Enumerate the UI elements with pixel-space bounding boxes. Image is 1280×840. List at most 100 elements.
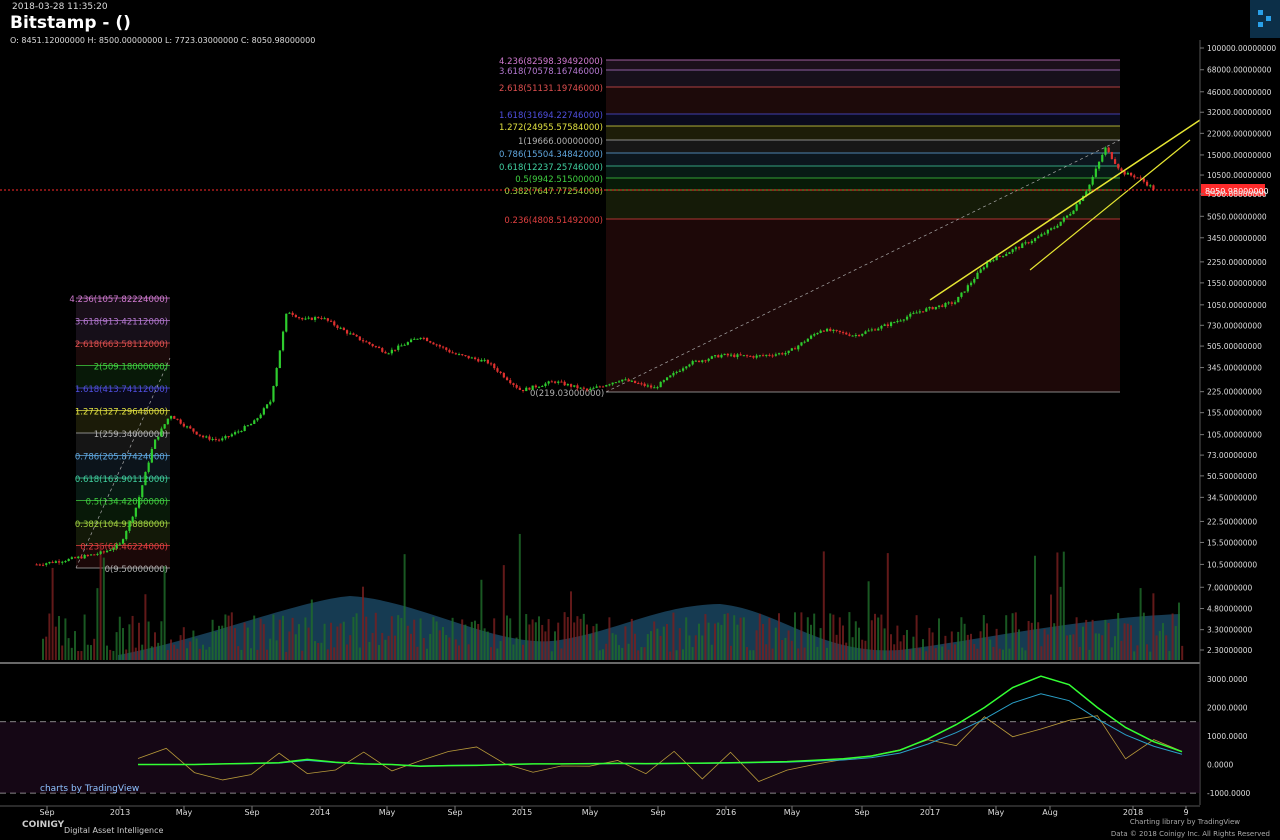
coinigy-logo-icon[interactable] bbox=[1250, 0, 1280, 38]
volume-bar bbox=[1014, 612, 1017, 660]
candle-body bbox=[349, 333, 352, 335]
candle-body bbox=[1123, 171, 1126, 175]
volume-bar bbox=[403, 554, 406, 660]
candle-body bbox=[38, 564, 41, 566]
candle-body bbox=[400, 345, 403, 347]
volume-bar bbox=[646, 634, 649, 660]
fib-zone bbox=[76, 433, 170, 456]
volume-bar bbox=[1046, 634, 1049, 660]
volume-bar bbox=[461, 619, 464, 660]
candle-body bbox=[691, 361, 694, 365]
y-tick-label: 15.50000000 bbox=[1207, 538, 1257, 547]
candle-body bbox=[67, 558, 70, 562]
trendline-lower[interactable] bbox=[1029, 139, 1191, 271]
fibonacci-retracement-right[interactable]: 4.236(82598.39492000)3.618(70578.1674600… bbox=[499, 57, 1121, 399]
candle-body bbox=[54, 561, 57, 563]
volume-bar bbox=[1056, 552, 1059, 660]
candle-body bbox=[243, 426, 246, 432]
candle-body bbox=[915, 312, 918, 314]
volume-bar bbox=[925, 651, 928, 660]
candle-body bbox=[371, 344, 374, 347]
volume-bar bbox=[285, 651, 288, 660]
volume-bar bbox=[352, 616, 355, 660]
current-price-badge[interactable] bbox=[1201, 184, 1265, 197]
candle-body bbox=[134, 507, 137, 517]
volume-bar bbox=[493, 618, 496, 660]
volume-bar bbox=[349, 635, 352, 660]
price-axis[interactable]: 8050.98000000 100000.00000000 68000.000000… bbox=[0, 40, 1276, 805]
volume-bar bbox=[394, 635, 396, 660]
candle-body bbox=[233, 432, 237, 435]
volume-bar bbox=[957, 631, 960, 660]
fib-level-label: 1.272(24955.57584000) bbox=[499, 123, 603, 133]
time-axis[interactable]: Sep 2013 May Sep 2014 May Sep 2015 May Sep 2016 May… bbox=[0, 805, 1200, 817]
volume-bar bbox=[547, 619, 550, 660]
y-tick-label: 7.00000000 bbox=[1207, 583, 1253, 592]
volume-bar bbox=[755, 630, 758, 660]
candle-body bbox=[941, 305, 944, 307]
volume-bar bbox=[326, 649, 329, 660]
fib-zone bbox=[606, 114, 1120, 126]
volume-bar bbox=[166, 650, 169, 660]
trendlines[interactable] bbox=[929, 119, 1201, 301]
volume-bar bbox=[445, 634, 448, 660]
candle-body bbox=[262, 408, 265, 415]
candle-body bbox=[141, 485, 144, 498]
candle-body bbox=[781, 353, 784, 355]
volume-bar bbox=[150, 646, 153, 660]
candle-body bbox=[182, 423, 185, 427]
candle-body bbox=[883, 324, 886, 326]
volume-bar bbox=[179, 635, 182, 660]
volume-bar bbox=[1152, 593, 1155, 660]
volume-bar bbox=[790, 640, 793, 660]
volume-bar bbox=[771, 648, 774, 660]
candle-body bbox=[342, 327, 345, 331]
data-copyright: Data © 2018 Coinigy Inc. All Rights Rese… bbox=[1110, 830, 1270, 838]
volume-bar bbox=[1110, 647, 1113, 660]
volume-bar bbox=[451, 617, 454, 660]
volume-bar bbox=[240, 649, 243, 660]
fib-level-label: 0.618(12237.25746000) bbox=[499, 163, 603, 173]
fibonacci-retracement-left[interactable]: 4.236(1057.82224000) 3.618(913.42112000) 2… bbox=[69, 295, 171, 575]
candle-body bbox=[208, 436, 211, 440]
candle-body bbox=[291, 312, 294, 315]
volume-bar bbox=[90, 645, 92, 660]
fib-level-label: 0(9.50000000) bbox=[105, 565, 168, 575]
candle-body bbox=[1085, 191, 1088, 197]
volume-bar bbox=[426, 648, 428, 660]
volume-bar bbox=[320, 642, 323, 660]
candle-body bbox=[1133, 175, 1136, 178]
candle-body bbox=[880, 325, 883, 329]
volume-bar bbox=[1062, 551, 1065, 660]
oscillator-axis[interactable]: 3000.0000 2000.0000 1000.0000 0.0000 -1000.0… bbox=[1207, 675, 1250, 798]
candle-body bbox=[355, 334, 358, 337]
y-tick-label: 155.00000000 bbox=[1207, 409, 1262, 418]
x-tick-label: Sep bbox=[650, 808, 665, 817]
y-tick-label: 46000.00000000 bbox=[1207, 88, 1272, 97]
trendline-upper[interactable] bbox=[929, 119, 1201, 301]
candle-body bbox=[259, 414, 262, 419]
volume-bar bbox=[442, 627, 444, 660]
volume-bar bbox=[42, 638, 44, 660]
candle-body bbox=[166, 418, 169, 425]
candle-body bbox=[1110, 152, 1113, 160]
volume-bar bbox=[515, 637, 518, 660]
volume-bar bbox=[832, 614, 835, 660]
volume-bar bbox=[858, 627, 860, 660]
candle-body bbox=[720, 354, 723, 358]
candle-body bbox=[1145, 181, 1149, 186]
candle-body bbox=[963, 291, 966, 293]
volume-bar bbox=[272, 614, 275, 660]
brand-tagline: Digital Asset Intelligence bbox=[64, 826, 164, 835]
tradingview-link[interactable]: charts by TradingView bbox=[40, 784, 140, 794]
candle-body bbox=[662, 380, 665, 382]
candle-body bbox=[336, 325, 339, 329]
candle-body bbox=[297, 317, 301, 319]
candle-body bbox=[1017, 247, 1021, 249]
volume-bar bbox=[342, 621, 345, 660]
candle-body bbox=[627, 379, 630, 382]
volume-bar bbox=[678, 628, 681, 660]
volume-bar bbox=[102, 557, 105, 660]
candle-body bbox=[608, 384, 611, 386]
